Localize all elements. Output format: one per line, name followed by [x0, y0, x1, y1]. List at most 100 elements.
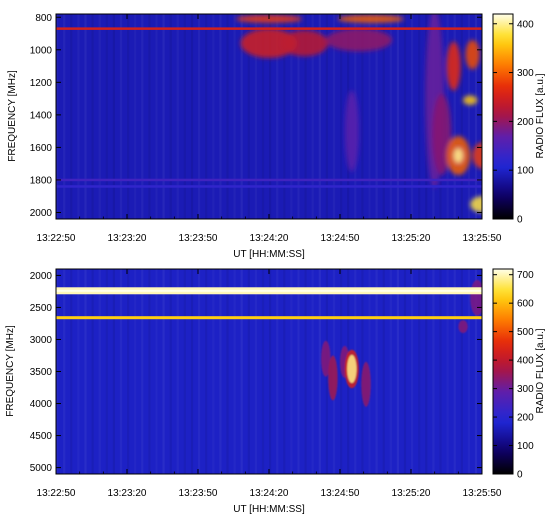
colorbar-tick-label: 200: [517, 413, 534, 424]
time-striation: [205, 14, 208, 219]
y-tick-label: 1400: [30, 110, 53, 121]
time-striation: [474, 14, 478, 219]
spectral-line: [56, 185, 482, 188]
bottom-time-striations: [63, 269, 478, 474]
time-striation: [382, 269, 385, 474]
burst-feature: [432, 93, 452, 176]
time-striation: [403, 269, 407, 474]
colorbar-tick-label: 600: [517, 299, 534, 310]
time-striation: [255, 269, 257, 474]
time-striation: [226, 269, 229, 474]
bottom-y-axis: 2000 2500 3000 3500 4000 4500 5000: [30, 271, 482, 474]
time-striation: [148, 14, 151, 219]
top-y-axis-label: FREQUENCY [MHz]: [7, 70, 18, 162]
time-striation: [127, 14, 130, 219]
burst-feature: [280, 30, 329, 57]
bottom-y-axis-label: FREQUENCY [MHz]: [5, 325, 16, 417]
time-striation: [77, 14, 79, 219]
time-striation: [127, 269, 130, 474]
x-tick-label: 13:24:20: [250, 233, 289, 244]
time-striation: [318, 269, 321, 474]
time-striation: [468, 269, 470, 474]
time-striation: [474, 269, 478, 474]
time-striation: [411, 269, 413, 474]
time-striation: [234, 269, 236, 474]
time-striation: [141, 14, 144, 219]
time-striation: [134, 14, 136, 219]
top-burst-features: [235, 14, 482, 213]
time-striation: [418, 269, 421, 474]
time-striation: [105, 14, 108, 219]
time-striation: [361, 14, 364, 219]
time-striation: [91, 14, 94, 219]
burst-feature: [446, 41, 461, 91]
colorbar-tick-label: 400: [517, 356, 534, 367]
x-tick-label: 13:23:50: [179, 488, 218, 499]
time-striation: [70, 269, 73, 474]
time-striation: [390, 269, 392, 474]
colorbar-tick-label: 400: [517, 19, 534, 30]
burst-feature: [470, 196, 482, 213]
time-striation: [148, 269, 151, 474]
time-striation: [396, 269, 399, 474]
colorbar-tick-label: 500: [517, 327, 534, 338]
time-striation: [411, 14, 413, 219]
time-striation: [112, 269, 115, 474]
time-striation: [460, 14, 463, 219]
time-striation: [375, 269, 378, 474]
y-tick-label: 1200: [30, 78, 53, 89]
bottom-colorbar: [492, 268, 514, 475]
burst-feature: [344, 90, 359, 172]
time-striation: [269, 269, 272, 474]
burst-feature: [463, 95, 478, 106]
bottom-x-axis-label: UT [HH:MM:SS]: [233, 504, 305, 515]
time-striation: [155, 269, 157, 474]
burst-feature: [325, 28, 393, 52]
time-striation: [269, 14, 272, 219]
time-striation: [112, 14, 115, 219]
time-striation: [91, 269, 94, 474]
time-striation: [340, 14, 343, 219]
burst-feature: [465, 40, 480, 70]
colorbar-tick-label: 200: [517, 117, 534, 128]
burst-feature: [240, 28, 298, 58]
spectral-line: [56, 178, 482, 182]
time-striation: [460, 269, 463, 474]
bottom-colorbar-label: RADIO FLUX [a.u.]: [535, 328, 546, 413]
time-striation: [318, 14, 321, 219]
time-striation: [304, 269, 307, 474]
time-striation: [382, 14, 385, 219]
time-striation: [169, 269, 172, 474]
burst-feature: [347, 354, 357, 384]
time-striation: [447, 269, 449, 474]
time-striation: [304, 14, 307, 219]
time-striation: [169, 14, 172, 219]
time-striation: [198, 14, 201, 219]
time-striation: [198, 269, 201, 474]
time-striation: [190, 14, 194, 219]
colorbar-tick-label: 700: [517, 270, 534, 281]
time-striation: [77, 269, 79, 474]
spectral-line: [56, 27, 482, 30]
time-striation: [99, 269, 101, 474]
spectral-line: [56, 316, 482, 320]
time-striation: [375, 14, 378, 219]
top-colorbar: [492, 13, 514, 220]
time-striation: [240, 14, 243, 219]
time-striation: [276, 269, 279, 474]
y-tick-label: 3000: [30, 335, 53, 346]
top-spectral-lines: [56, 27, 482, 188]
time-striation: [261, 269, 265, 474]
time-striation: [190, 269, 194, 474]
time-striation: [119, 14, 123, 219]
time-striation: [84, 14, 87, 219]
x-tick-label: 13:25:50: [463, 488, 502, 499]
x-tick-label: 13:24:50: [321, 233, 360, 244]
time-striation: [432, 269, 435, 474]
time-striation: [70, 14, 73, 219]
spectral-line-core: [56, 289, 482, 292]
time-striation: [276, 14, 279, 219]
colorbar-tick-label: 0: [517, 215, 523, 226]
time-striation: [247, 14, 250, 219]
